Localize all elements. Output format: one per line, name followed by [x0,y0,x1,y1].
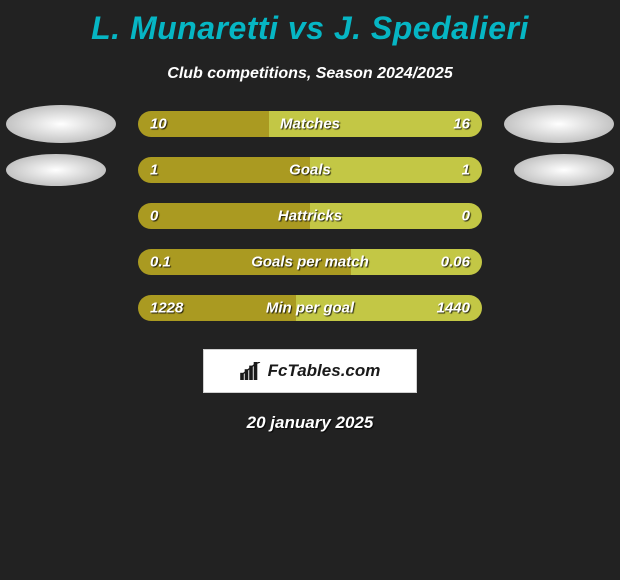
stat-bar: 0.1 0.06 Goals per match [138,249,482,275]
bar-left-segment [138,157,310,183]
stat-label: Goals [289,162,331,179]
stat-right-value: 16 [453,116,470,133]
stat-bar: 1228 1440 Min per goal [138,295,482,321]
player-right-avatar [504,105,614,143]
stat-row: 10 16 Matches [0,111,620,137]
stat-bar: 1 1 Goals [138,157,482,183]
stat-left-value: 1228 [150,300,183,317]
stat-left-value: 0.1 [150,254,171,271]
stat-label: Matches [280,116,340,133]
stat-label: Min per goal [266,300,354,317]
stats-container: 10 16 Matches 1 1 Goals 0 0 Hattricks 0.1 0.06 Goal… [0,111,620,321]
stat-label: Goals per match [251,254,369,271]
brand-text: FcTables.com [268,361,381,381]
stat-row: 1 1 Goals [0,157,620,183]
stat-bar: 10 16 Matches [138,111,482,137]
stat-right-value: 1440 [437,300,470,317]
player-right-avatar [514,154,614,186]
date-text: 20 january 2025 [0,413,620,433]
player-left-avatar [6,154,106,186]
stat-left-value: 10 [150,116,167,133]
stat-label: Hattricks [278,208,342,225]
stat-left-value: 0 [150,208,158,225]
bar-right-segment [310,157,482,183]
player-left-avatar [6,105,116,143]
stat-row: 0 0 Hattricks [0,203,620,229]
bars-icon [240,362,262,380]
stat-left-value: 1 [150,162,158,179]
stat-right-value: 0.06 [441,254,470,271]
page-title: L. Munaretti vs J. Spedalieri [0,0,620,47]
stat-bar: 0 0 Hattricks [138,203,482,229]
stat-right-value: 1 [462,162,470,179]
stat-row: 0.1 0.06 Goals per match [0,249,620,275]
stat-right-value: 0 [462,208,470,225]
subtitle: Club competitions, Season 2024/2025 [0,65,620,83]
brand-box: FcTables.com [203,349,417,393]
stat-row: 1228 1440 Min per goal [0,295,620,321]
